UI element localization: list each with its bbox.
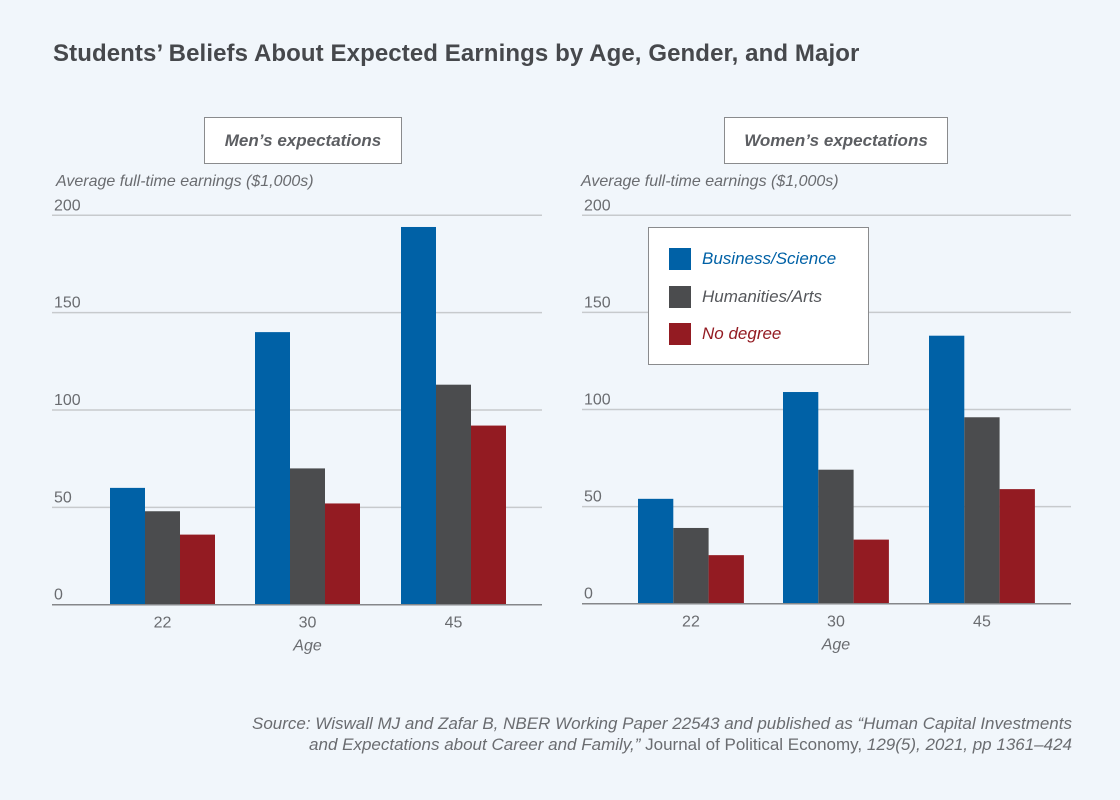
men-x-tick-label: 45 — [445, 615, 463, 632]
men-bar-no-degree-45 — [471, 425, 506, 605]
source-line-2: and Expectations about Career and Family… — [252, 734, 1072, 755]
women-x-tick-label: 30 — [827, 614, 845, 631]
women-bar-business-science-22 — [638, 498, 674, 604]
women-bar-no-degree-45 — [999, 489, 1035, 604]
men-bar-humanities-arts-45 — [436, 384, 471, 605]
women-x-tick-label: 22 — [682, 614, 700, 631]
legend-swatch-humanities-arts — [669, 286, 691, 308]
legend-label: Humanities/Arts — [702, 287, 822, 306]
men-bar-humanities-arts-22 — [145, 511, 180, 605]
women-x-axis-label: Age — [821, 637, 851, 654]
source-article-title: and Expectations about Career and Family… — [309, 735, 641, 754]
women-bar-humanities-arts-22 — [673, 527, 709, 604]
women-bar-humanities-arts-30 — [818, 469, 854, 604]
women-y-tick-label: 100 — [584, 392, 611, 409]
men-y-tick-label: 100 — [54, 392, 81, 409]
men-bar-humanities-arts-30 — [290, 468, 325, 605]
source-line-1: Source: Wiswall MJ and Zafar B, NBER Wor… — [251, 714, 1072, 733]
legend: Business/Science Humanities/Arts No degr… — [648, 227, 869, 365]
source-citation: 129(5), 2021, pp 1361–424 — [866, 735, 1072, 754]
women-bar-business-science-30 — [783, 392, 819, 604]
legend-label: No degree — [702, 324, 782, 343]
legend-swatch-no-degree — [669, 323, 691, 345]
women-x-tick-label: 45 — [973, 614, 991, 631]
men-bar-business-science-30 — [255, 332, 290, 605]
men-y-tick-label: 50 — [54, 489, 72, 506]
men-bar-no-degree-22 — [180, 534, 215, 605]
women-bar-business-science-45 — [929, 335, 965, 604]
men-y-tick-label: 200 — [54, 197, 81, 214]
source-note: Source: Wiswall MJ and Zafar B, NBER Wor… — [252, 713, 1072, 755]
women-bar-humanities-arts-45 — [964, 417, 1000, 604]
women-y-tick-label: 50 — [584, 489, 602, 506]
women-y-axis-label: Average full-time earnings ($1,000s) — [581, 173, 839, 190]
men-bar-no-degree-30 — [325, 503, 360, 605]
women-bar-no-degree-30 — [853, 539, 889, 604]
women-bar-no-degree-22 — [708, 555, 744, 604]
legend-label: Business/Science — [702, 249, 837, 268]
men-bar-business-science-22 — [110, 487, 145, 605]
women-y-tick-label: 0 — [584, 586, 593, 603]
legend-item-humanities-arts: Humanities/Arts — [669, 286, 822, 308]
legend-item-business-science: Business/Science — [669, 248, 836, 270]
women-y-tick-label: 150 — [584, 294, 611, 311]
women-y-tick-label: 200 — [584, 197, 611, 214]
men-x-tick-label: 30 — [299, 615, 317, 632]
men-x-tick-label: 22 — [154, 615, 172, 632]
chart-title: Students’ Beliefs About Expected Earning… — [53, 40, 860, 67]
legend-swatch-business-science — [669, 248, 691, 270]
men-bar-business-science-45 — [401, 226, 436, 605]
men-y-tick-label: 0 — [54, 587, 63, 604]
men-panel-label: Men’s expectations — [204, 117, 402, 164]
legend-item-no-degree: No degree — [669, 323, 781, 345]
men-x-axis-label: Age — [292, 638, 322, 655]
men-y-tick-label: 150 — [54, 295, 81, 312]
men-y-axis-label: Average full-time earnings ($1,000s) — [56, 173, 314, 190]
source-journal: Journal of Political Economy, — [640, 735, 867, 754]
women-panel-label: Women’s expectations — [724, 117, 948, 164]
